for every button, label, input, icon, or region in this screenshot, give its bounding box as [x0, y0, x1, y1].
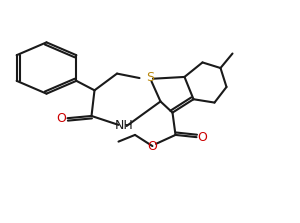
- Text: S: S: [146, 71, 154, 84]
- Text: NH: NH: [115, 120, 133, 132]
- Text: O: O: [56, 112, 66, 125]
- Text: O: O: [197, 131, 207, 144]
- Text: O: O: [148, 140, 157, 153]
